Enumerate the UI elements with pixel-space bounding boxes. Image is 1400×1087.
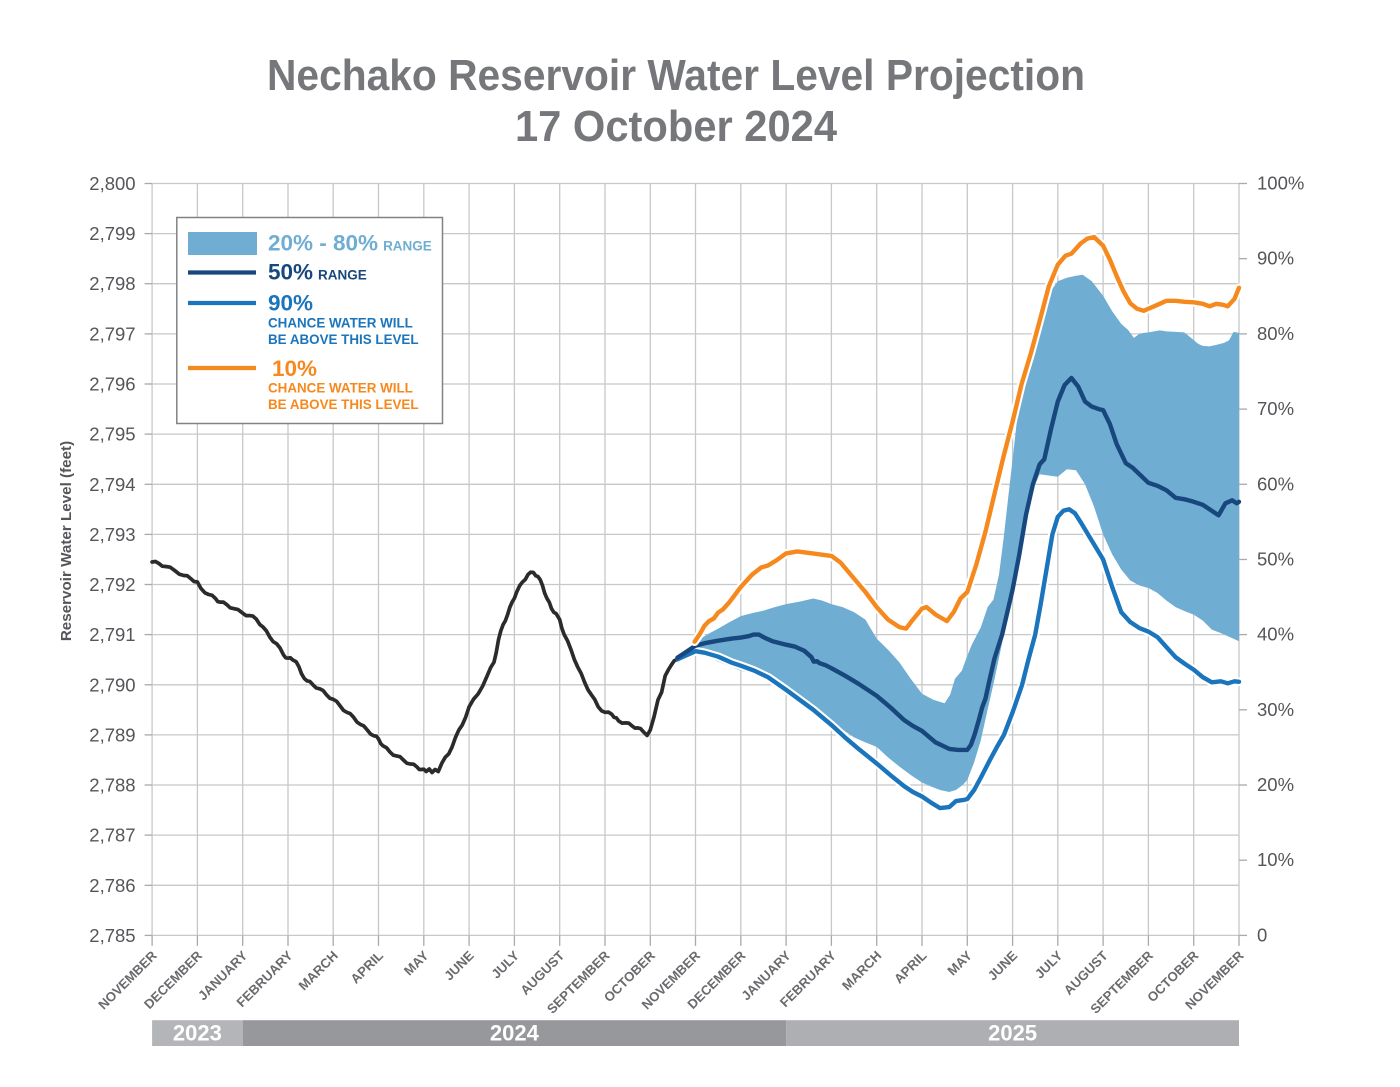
svg-text:2,787: 2,787 — [89, 825, 135, 846]
svg-text:40%: 40% — [1257, 624, 1294, 645]
svg-text:2,786: 2,786 — [89, 875, 135, 896]
svg-text:2,797: 2,797 — [89, 323, 135, 344]
svg-text:CHANCE WATER WILL: CHANCE WATER WILL — [268, 316, 413, 331]
svg-text:90%: 90% — [1257, 248, 1294, 269]
svg-text:2,788: 2,788 — [89, 775, 135, 796]
svg-text:0: 0 — [1257, 924, 1267, 945]
svg-text:2,799: 2,799 — [89, 223, 135, 244]
svg-text:50%: 50% — [1257, 549, 1294, 570]
svg-text:2,785: 2,785 — [89, 925, 135, 946]
svg-text:2,795: 2,795 — [89, 424, 135, 445]
svg-text:60%: 60% — [1257, 473, 1294, 494]
svg-text:2,793: 2,793 — [89, 524, 135, 545]
svg-text:BE ABOVE THIS LEVEL: BE ABOVE THIS LEVEL — [268, 332, 419, 347]
svg-text:10%: 10% — [1257, 849, 1294, 870]
svg-text:2,798: 2,798 — [89, 273, 135, 294]
svg-text:100%: 100% — [1257, 173, 1304, 194]
svg-text:2,790: 2,790 — [89, 674, 135, 695]
svg-text:2025: 2025 — [988, 1021, 1037, 1046]
svg-text:2023: 2023 — [173, 1021, 222, 1046]
svg-text:2,789: 2,789 — [89, 724, 135, 745]
svg-text:10%: 10% — [272, 356, 317, 381]
svg-text:2,792: 2,792 — [89, 574, 135, 595]
svg-text:30%: 30% — [1257, 699, 1294, 720]
svg-text:17 October 2024: 17 October 2024 — [515, 102, 838, 151]
svg-text:70%: 70% — [1257, 398, 1294, 419]
svg-text:Reservoir Water Level (feet): Reservoir Water Level (feet) — [58, 441, 75, 641]
svg-text:CHANCE WATER WILL: CHANCE WATER WILL — [268, 381, 413, 396]
svg-text:2,796: 2,796 — [89, 374, 135, 395]
svg-text:BE ABOVE THIS LEVEL: BE ABOVE THIS LEVEL — [268, 397, 419, 412]
svg-text:2024: 2024 — [490, 1021, 540, 1046]
svg-text:Nechako Reservoir Water Level: Nechako Reservoir Water Level Projection — [267, 51, 1085, 100]
svg-text:80%: 80% — [1257, 323, 1294, 344]
svg-text:90%: 90% — [268, 291, 313, 316]
svg-text:20%: 20% — [1257, 774, 1294, 795]
svg-text:2,800: 2,800 — [89, 173, 135, 194]
svg-text:2,791: 2,791 — [89, 624, 135, 645]
svg-text:2,794: 2,794 — [89, 474, 135, 495]
